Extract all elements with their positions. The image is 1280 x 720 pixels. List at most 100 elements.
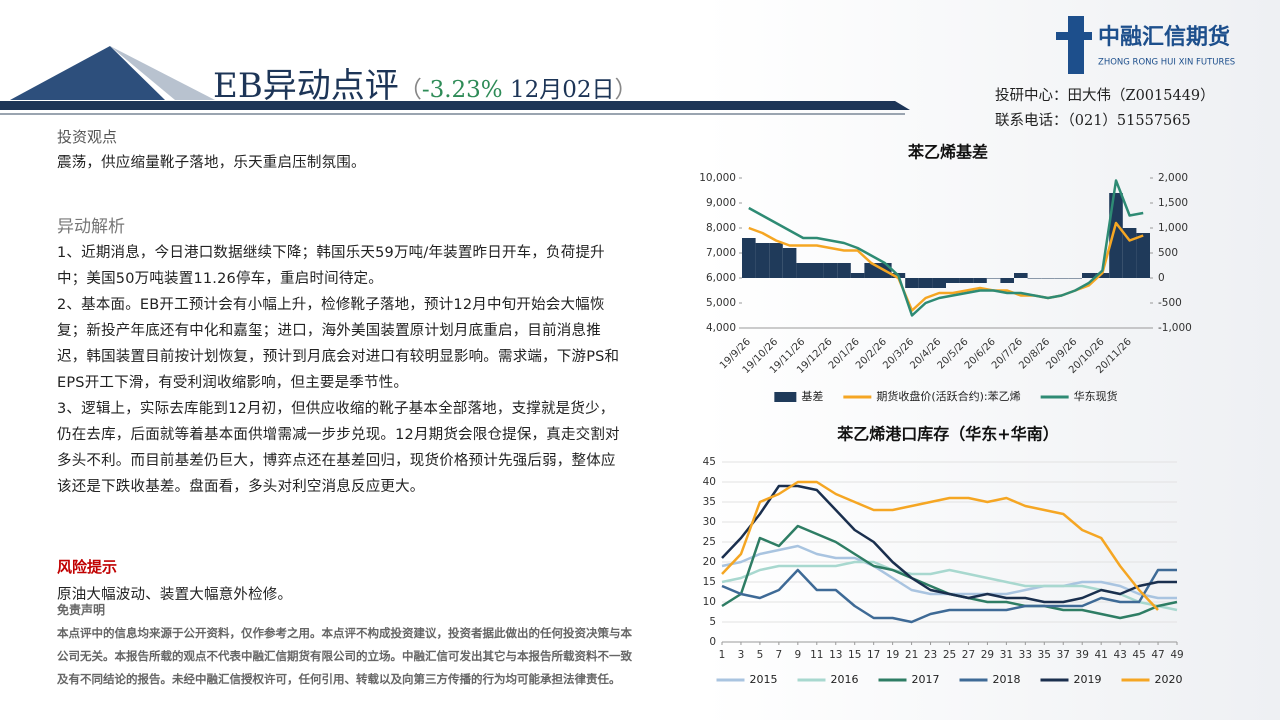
x-tick-label: 47 bbox=[1151, 649, 1164, 661]
bar bbox=[769, 243, 783, 278]
x-tick-label: 9 bbox=[794, 649, 801, 661]
x-tick-label: 25 bbox=[943, 649, 956, 661]
bar bbox=[1014, 273, 1028, 278]
line-series bbox=[721, 544, 1177, 600]
y-tick-label: 5,000 bbox=[706, 297, 736, 309]
title-main: EB异动点评 bbox=[213, 66, 399, 106]
legend-label: 期货收盘价(活跃合约):苯乙烯 bbox=[876, 389, 1020, 403]
bar bbox=[796, 263, 810, 278]
paragraph: 原油大幅波动、装置大幅意外检修。 bbox=[57, 587, 293, 603]
y-tick-label: 7,000 bbox=[706, 247, 736, 259]
bar bbox=[1109, 193, 1123, 278]
y-tick-label: 8,000 bbox=[706, 222, 736, 234]
header-triangle bbox=[10, 46, 165, 100]
section-title: 风险提示 bbox=[57, 558, 118, 576]
x-tick-label: 19 bbox=[886, 649, 899, 661]
x-tick-label: 17 bbox=[867, 649, 880, 661]
paragraph: 1、近期消息，今日港口数据继续下降；韩国乐天59万吨/年装置昨日开车，负荷提升中… bbox=[57, 245, 605, 287]
y2-tick-label: 1,000 bbox=[1158, 222, 1188, 234]
paragraph: 2、基本面。EB开工预计会有小幅上升，检修靴子落地，预计12月中旬开始会大幅恢复… bbox=[57, 297, 620, 391]
section-title: 异动解析 bbox=[57, 217, 125, 237]
line-series bbox=[721, 484, 1177, 604]
bar bbox=[810, 263, 824, 278]
bar bbox=[755, 243, 770, 278]
bar bbox=[1068, 278, 1082, 279]
line-series bbox=[748, 179, 1144, 317]
legend-label: 基差 bbox=[801, 389, 823, 403]
y2-tick-label: 500 bbox=[1158, 247, 1178, 259]
bar bbox=[823, 263, 838, 278]
y-tick-label: 9,000 bbox=[706, 197, 736, 209]
legend-label: 华东现货 bbox=[1074, 389, 1118, 403]
legend-label: 2015 bbox=[750, 673, 778, 686]
x-tick-label: 31 bbox=[1000, 649, 1013, 661]
bar bbox=[837, 263, 851, 278]
legend-swatch bbox=[774, 392, 797, 402]
x-tick-label: 23 bbox=[924, 649, 937, 661]
legend-label: 2018 bbox=[993, 673, 1021, 686]
line-series bbox=[721, 560, 1178, 612]
y-tick-label: 6,000 bbox=[706, 272, 736, 284]
x-tick-label: 13 bbox=[829, 649, 842, 661]
bar bbox=[850, 273, 865, 278]
y-tick-label: 10 bbox=[703, 596, 716, 608]
analysis: 1、近期消息，今日港口数据继续下降；韩国乐天59万吨/年装置昨日开车，负荷提升中… bbox=[57, 240, 629, 500]
date bbox=[503, 77, 510, 103]
x-tick-label: 49 bbox=[1170, 649, 1183, 661]
x-tick-label: 45 bbox=[1132, 649, 1145, 661]
section-title: 投资观点 bbox=[57, 128, 118, 146]
bar bbox=[782, 248, 797, 278]
y-tick-label: 30 bbox=[703, 516, 716, 528]
paragraph: 3、逻辑上，实际去库能到12月初，但供应收缩的靴子基本全部落地，支撑就是货少，仍… bbox=[57, 401, 620, 495]
y-tick-label: 5 bbox=[709, 616, 716, 628]
header-band bbox=[0, 101, 910, 110]
y-tick-label: 15 bbox=[703, 576, 716, 588]
bar bbox=[905, 278, 919, 288]
y2-tick-label: 2,000 bbox=[1158, 172, 1188, 184]
line-series bbox=[721, 568, 1177, 624]
y-tick-label: 0 bbox=[709, 636, 716, 648]
y2-tick-label: -1,000 bbox=[1158, 322, 1192, 334]
change: -3.23% bbox=[421, 77, 503, 103]
analyst: 投研中心：田大伟（Z0015449） bbox=[995, 88, 1215, 104]
y-tick-label: 45 bbox=[703, 456, 716, 468]
x-tick-label: 41 bbox=[1094, 649, 1107, 661]
bar bbox=[986, 278, 1001, 279]
x-tick-label: 1 bbox=[719, 649, 726, 661]
header-triangle bbox=[110, 46, 215, 100]
x-tick-label: 43 bbox=[1113, 649, 1126, 661]
bar bbox=[1136, 233, 1150, 278]
bar bbox=[742, 238, 756, 278]
logo-mark bbox=[1068, 16, 1084, 74]
bar bbox=[973, 278, 987, 283]
legend-label: 2016 bbox=[831, 673, 859, 686]
bar bbox=[864, 263, 878, 278]
paren: （ bbox=[398, 77, 422, 103]
chart-title: 苯乙烯港口库存（华东+华南） bbox=[836, 425, 1058, 444]
x-tick-label: 15 bbox=[848, 649, 861, 661]
title: EB异动点评（-3.23% 12月02日） bbox=[213, 58, 638, 107]
bar bbox=[946, 278, 960, 283]
x-tick-label: 7 bbox=[776, 649, 783, 661]
bar bbox=[1027, 278, 1042, 279]
x-tick-label: 35 bbox=[1038, 649, 1051, 661]
bar bbox=[932, 278, 946, 288]
y2-tick-label: 1,500 bbox=[1158, 197, 1188, 209]
y-tick-label: 40 bbox=[703, 476, 716, 488]
x-tick-label: 5 bbox=[757, 649, 764, 661]
x-tick-label: 11 bbox=[810, 649, 823, 661]
y-tick-label: 4,000 bbox=[706, 322, 736, 334]
x-tick-label: 27 bbox=[962, 649, 975, 661]
logo-mark bbox=[1056, 32, 1092, 40]
y-tick-label: 35 bbox=[703, 496, 716, 508]
paragraph: 震荡，供应缩量靴子落地，乐天重启压制氛围。 bbox=[57, 155, 366, 171]
x-tick-label: 37 bbox=[1057, 649, 1070, 661]
y-tick-label: 25 bbox=[703, 536, 716, 548]
y2-tick-label: 0 bbox=[1158, 272, 1165, 284]
section-title: 免责声明 bbox=[57, 603, 106, 617]
y-tick-label: 10,000 bbox=[699, 172, 736, 184]
logo-name: 中融汇信期货 bbox=[1098, 24, 1230, 50]
x-tick-label: 3 bbox=[738, 649, 745, 661]
line-series bbox=[721, 524, 1178, 620]
